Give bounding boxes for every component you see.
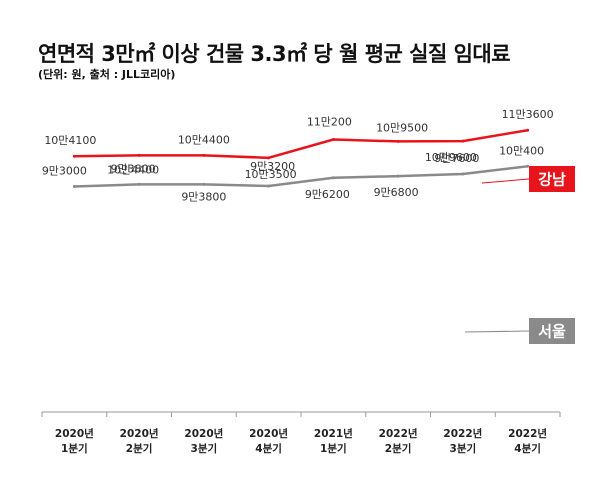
data-point (138, 183, 141, 186)
data-label: 11만3600 (502, 108, 554, 121)
data-point (267, 184, 270, 187)
data-point (526, 165, 529, 168)
data-label: 10만9500 (376, 121, 428, 134)
data-label: 9만3200 (250, 160, 295, 173)
data-point (461, 140, 464, 143)
data-point (397, 175, 400, 178)
data-label: 9만6800 (374, 186, 419, 199)
data-point (267, 156, 270, 159)
x-tick-label: 2022년 2분기 (379, 427, 418, 455)
data-point (397, 140, 400, 143)
legend-label: 강남 (538, 171, 566, 189)
x-tick-label: 2020년 4분기 (249, 427, 288, 455)
data-point (138, 154, 141, 157)
data-label: 11만200 (307, 116, 352, 129)
x-tick-label: 2020년 2분기 (120, 427, 159, 455)
data-label: 10만400 (499, 144, 544, 157)
data-point (202, 183, 205, 186)
data-label: 9만7600 (434, 152, 479, 165)
data-point (332, 176, 335, 179)
data-point (73, 155, 76, 158)
data-point (461, 172, 464, 175)
data-point (332, 138, 335, 141)
data-label: 9만6200 (305, 188, 350, 201)
x-tick-label: 2021년 1분기 (314, 427, 353, 455)
data-point (526, 129, 529, 132)
data-label: 10만4400 (178, 133, 230, 146)
data-label: 9만3000 (42, 165, 87, 178)
data-label: 10만4100 (44, 134, 96, 147)
data-point (202, 154, 205, 157)
legend-connector (482, 179, 529, 183)
x-tick-label: 2022년 4분기 (508, 427, 547, 455)
x-tick-label: 2020년 3분기 (184, 427, 223, 455)
legend-connector (465, 331, 529, 332)
data-label: 9만3800 (181, 190, 226, 203)
x-tick-label: 2020년 1분기 (55, 427, 94, 455)
data-label: 9만3800 (111, 162, 156, 175)
legend-label: 서울 (538, 323, 566, 341)
x-tick-label: 2022년 3분기 (443, 427, 482, 455)
line-chart: 2020년 1분기 2020년 2분기 2020년 3분기 2020년 4분기 2021년 1분기… (0, 0, 600, 483)
data-point (73, 185, 76, 188)
